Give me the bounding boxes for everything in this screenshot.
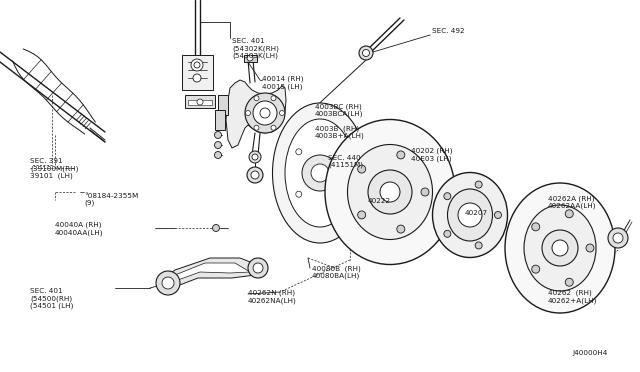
Circle shape <box>251 171 259 179</box>
Polygon shape <box>188 100 212 105</box>
Circle shape <box>421 188 429 196</box>
Circle shape <box>358 165 365 173</box>
Circle shape <box>271 96 276 101</box>
Circle shape <box>296 149 302 155</box>
Text: SEC. 440
(41151M): SEC. 440 (41151M) <box>328 155 363 169</box>
Circle shape <box>253 101 277 125</box>
Text: SEC. 401
(54302K(RH)
(54303K(LH): SEC. 401 (54302K(RH) (54303K(LH) <box>232 38 279 59</box>
Circle shape <box>608 228 628 248</box>
Ellipse shape <box>447 189 493 241</box>
Circle shape <box>358 211 365 219</box>
Circle shape <box>253 263 263 273</box>
Circle shape <box>311 164 329 182</box>
Circle shape <box>249 151 261 163</box>
Text: 40262  (RH)
40262+A(LH): 40262 (RH) 40262+A(LH) <box>548 290 597 304</box>
Circle shape <box>380 182 400 202</box>
Polygon shape <box>185 95 215 108</box>
Circle shape <box>552 240 568 256</box>
Circle shape <box>194 62 200 68</box>
Circle shape <box>271 125 276 130</box>
Circle shape <box>197 99 203 105</box>
Circle shape <box>214 131 221 138</box>
Circle shape <box>248 258 268 278</box>
Text: 40040A (RH)
40040AA(LH): 40040A (RH) 40040AA(LH) <box>55 222 104 236</box>
Circle shape <box>444 193 451 200</box>
Circle shape <box>542 230 578 266</box>
Ellipse shape <box>433 173 508 257</box>
Polygon shape <box>182 55 213 90</box>
Text: 40262A (RH)
40262AA(LH): 40262A (RH) 40262AA(LH) <box>548 195 596 209</box>
Circle shape <box>475 242 482 249</box>
Circle shape <box>280 110 285 115</box>
Circle shape <box>362 49 369 57</box>
Polygon shape <box>175 263 250 280</box>
Ellipse shape <box>524 205 596 291</box>
Circle shape <box>397 151 405 159</box>
Circle shape <box>565 278 573 286</box>
Circle shape <box>303 108 313 118</box>
Ellipse shape <box>273 103 367 243</box>
Circle shape <box>245 93 285 133</box>
Circle shape <box>214 151 221 158</box>
Polygon shape <box>218 95 228 115</box>
Text: 4003B  (RH)
4003B+A(LH): 4003B (RH) 4003B+A(LH) <box>315 125 365 139</box>
Circle shape <box>302 155 338 191</box>
Ellipse shape <box>325 119 455 264</box>
Text: 40262N (RH)
40262NA(LH): 40262N (RH) 40262NA(LH) <box>248 290 297 304</box>
Circle shape <box>247 55 253 61</box>
Text: 40080B  (RH)
40080BA(LH): 40080B (RH) 40080BA(LH) <box>312 265 361 279</box>
Circle shape <box>254 125 259 130</box>
Circle shape <box>260 108 270 118</box>
Circle shape <box>193 74 201 82</box>
Polygon shape <box>226 80 286 148</box>
Circle shape <box>162 277 174 289</box>
Text: 40222: 40222 <box>368 198 391 204</box>
Circle shape <box>397 225 405 233</box>
Text: J40000H4: J40000H4 <box>572 350 607 356</box>
Circle shape <box>247 167 263 183</box>
Circle shape <box>532 223 540 231</box>
Text: SEC. 492: SEC. 492 <box>432 28 465 34</box>
Circle shape <box>254 96 259 101</box>
Text: SEC. 401
(54500(RH)
(54501 (LH): SEC. 401 (54500(RH) (54501 (LH) <box>30 288 74 309</box>
Polygon shape <box>215 110 225 130</box>
Circle shape <box>613 233 623 243</box>
Ellipse shape <box>505 183 615 313</box>
Circle shape <box>495 212 502 218</box>
Ellipse shape <box>348 144 433 240</box>
Circle shape <box>252 154 258 160</box>
Circle shape <box>156 271 180 295</box>
Circle shape <box>214 141 221 148</box>
Circle shape <box>444 230 451 237</box>
Text: 40207: 40207 <box>465 210 488 216</box>
Circle shape <box>475 181 482 188</box>
Polygon shape <box>244 55 257 62</box>
Circle shape <box>246 110 250 115</box>
Circle shape <box>368 170 412 214</box>
Text: 40014 (RH)
40015 (LH): 40014 (RH) 40015 (LH) <box>262 76 303 90</box>
Circle shape <box>586 244 594 252</box>
Polygon shape <box>162 258 258 292</box>
Text: 40202 (RH)
40E03 (LH): 40202 (RH) 40E03 (LH) <box>411 148 452 162</box>
Text: °08184-2355M
(9): °08184-2355M (9) <box>84 193 138 206</box>
Circle shape <box>212 224 220 231</box>
Circle shape <box>565 210 573 218</box>
Circle shape <box>338 191 344 197</box>
Circle shape <box>458 203 482 227</box>
Text: 4003BC (RH)
4003BCA(LH): 4003BC (RH) 4003BCA(LH) <box>315 103 364 117</box>
Circle shape <box>191 59 203 71</box>
Circle shape <box>532 265 540 273</box>
Circle shape <box>359 46 373 60</box>
Circle shape <box>296 191 302 197</box>
Ellipse shape <box>285 119 355 227</box>
Circle shape <box>338 149 344 155</box>
Text: SEC. 391
(39100M(RH)
39101  (LH): SEC. 391 (39100M(RH) 39101 (LH) <box>30 158 78 179</box>
